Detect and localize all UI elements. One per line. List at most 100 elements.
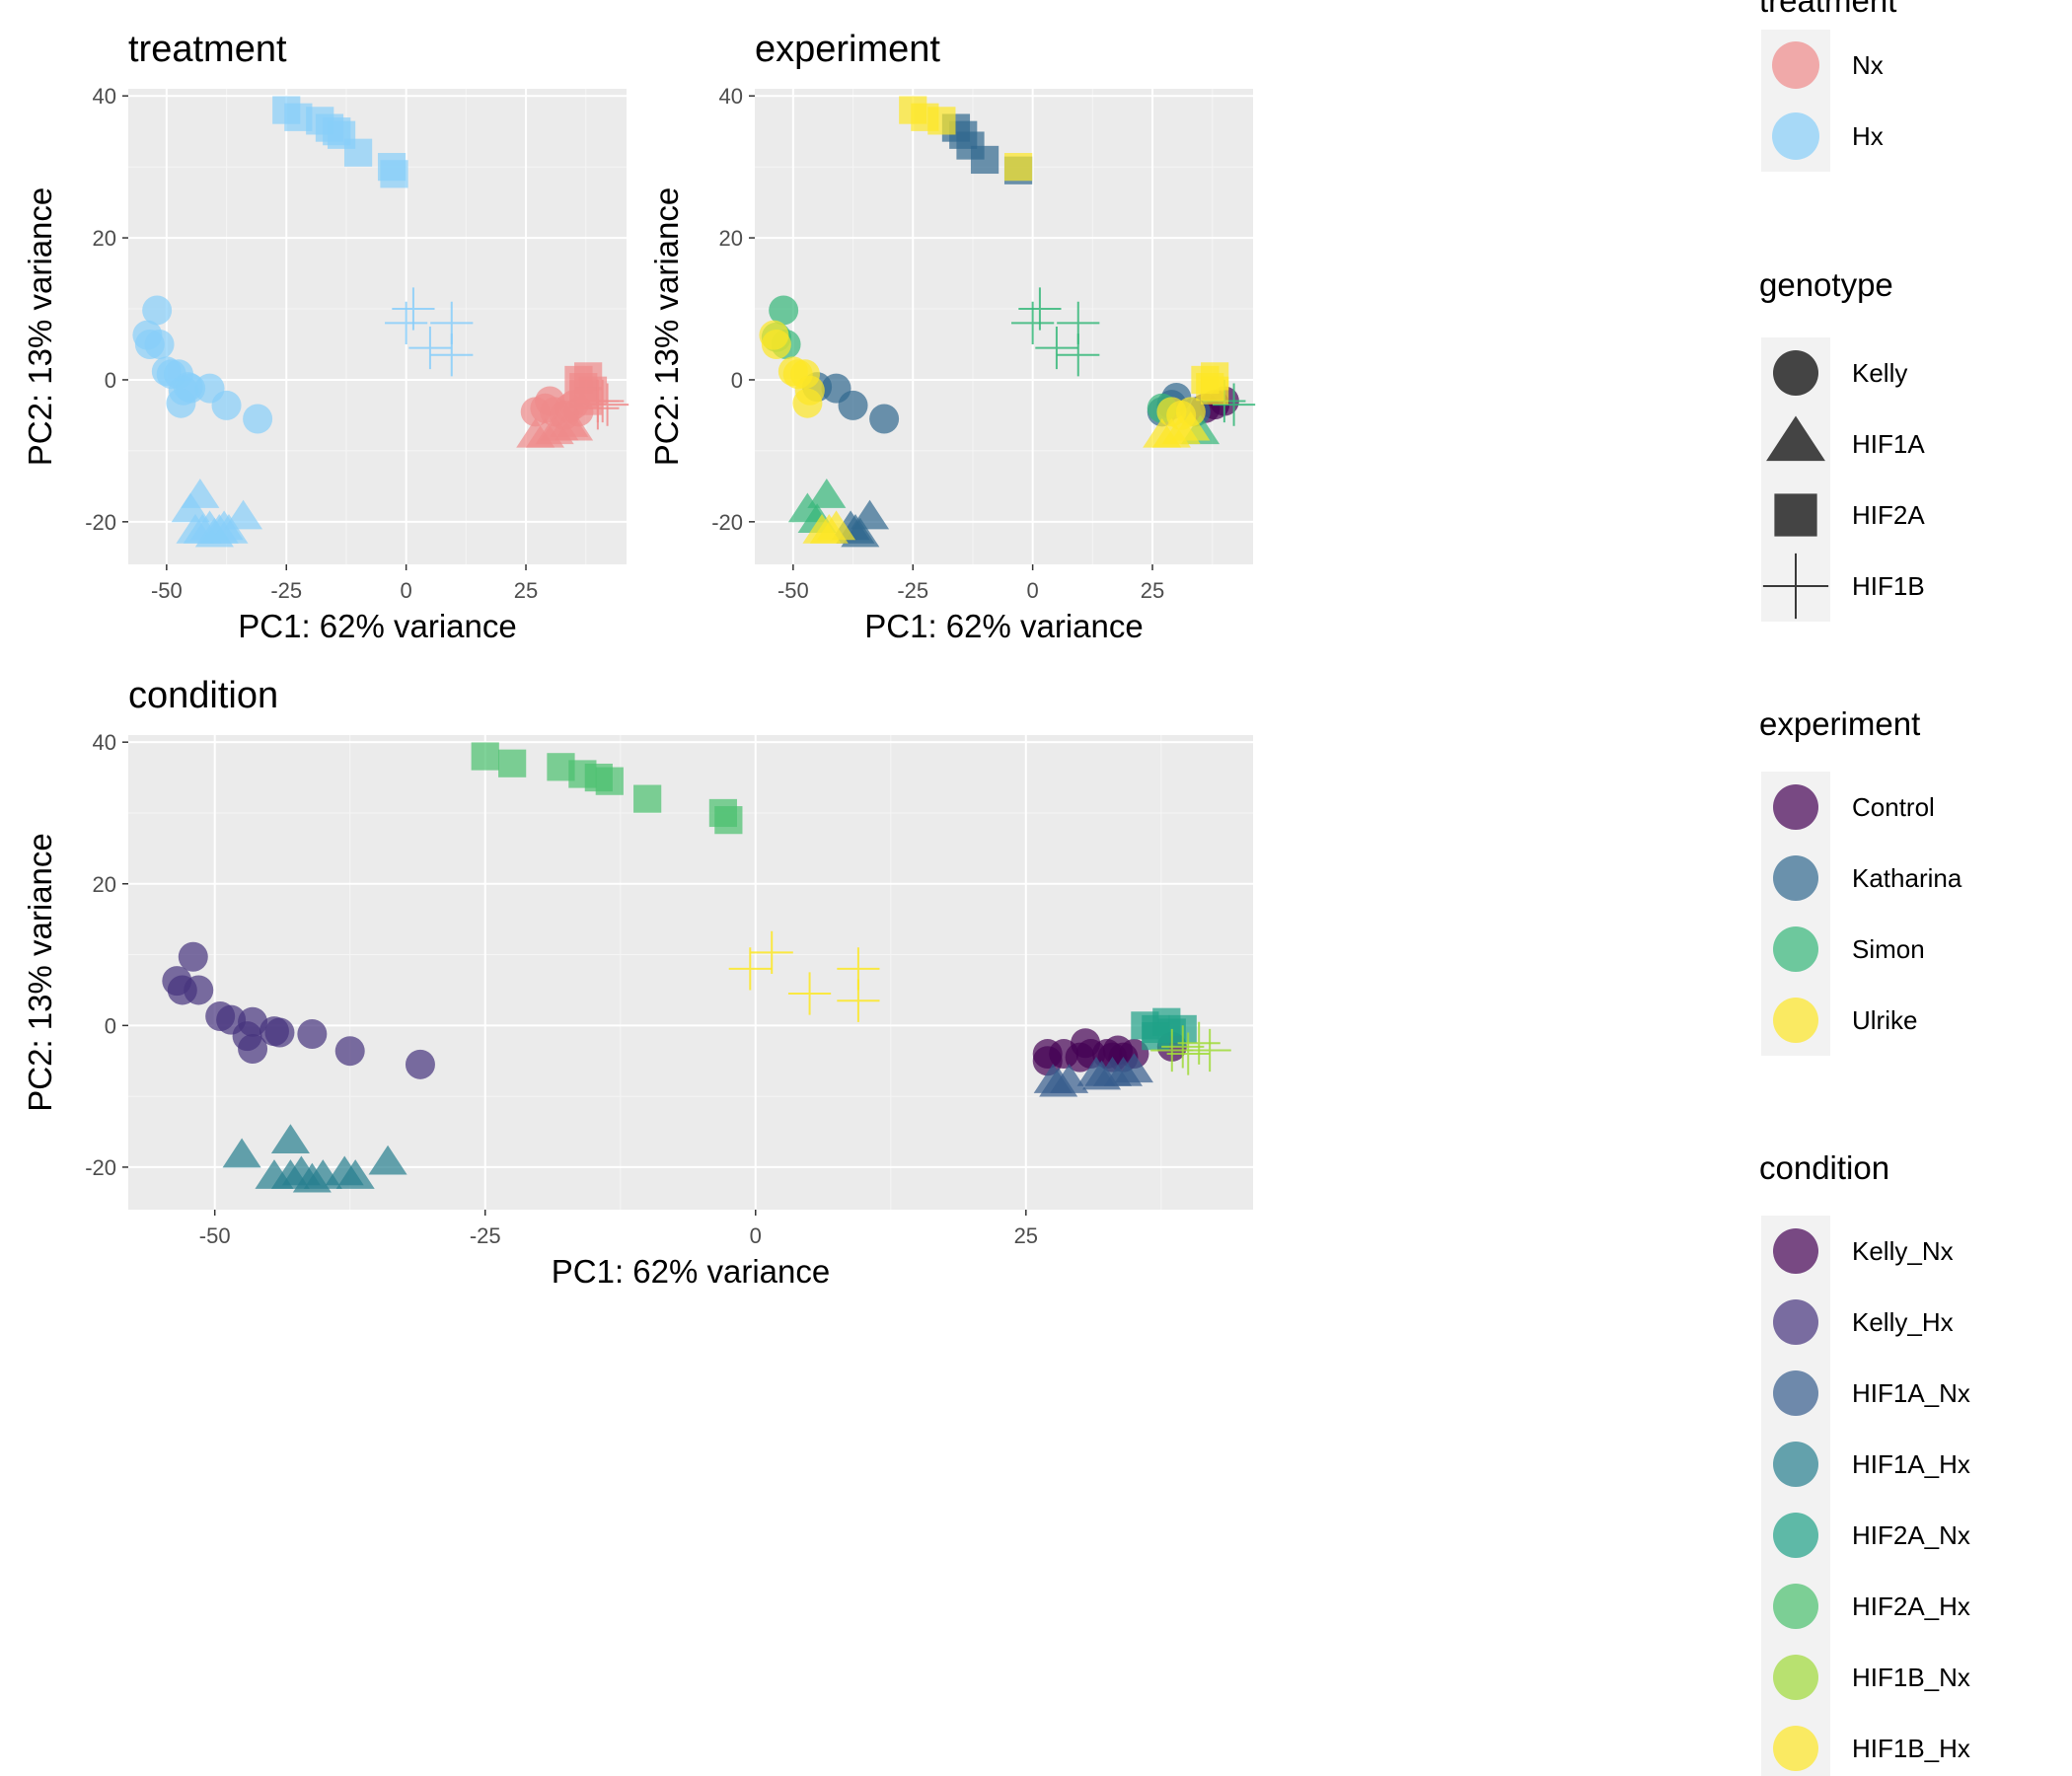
legend-key-hx [1772, 112, 1819, 160]
point-ulrike [927, 107, 956, 135]
legend-label: Katharina [1852, 863, 1962, 893]
point-simon [769, 295, 799, 326]
point-hif2a-hx [714, 806, 743, 835]
point-hx [430, 333, 474, 377]
point-katharina [838, 390, 868, 420]
panel-title: experiment [755, 29, 940, 70]
point-kelly-hx [184, 975, 214, 1005]
point-hx [181, 479, 220, 508]
legend-key-kelly [1773, 350, 1818, 396]
point-hx [243, 404, 273, 434]
x-tick-label: 25 [1014, 1223, 1038, 1248]
point-kelly-hx [178, 941, 208, 972]
legend-title: treatment [1759, 0, 1896, 19]
legend-label: HIF1B_Nx [1852, 1663, 1970, 1692]
point-hif1b-nx [1150, 1028, 1194, 1073]
point-katharina [869, 404, 900, 434]
y-tick-label: 0 [105, 368, 116, 393]
legend-key-hif1a-hx [1773, 1442, 1818, 1487]
x-tick-label: -25 [470, 1223, 501, 1248]
x-tick-label: -25 [270, 578, 302, 603]
legend-condition: condition Kelly_Nx Kelly_Hx HIF1A_Nx HIF1A_H… [1759, 1149, 1970, 1776]
legend-key-hif2a [1774, 493, 1817, 537]
panel-experiment: -50 -25 0 25 -20 0 20 40 experiment PC1: 62% vari… [648, 29, 1256, 644]
x-tick-label: 25 [514, 578, 538, 603]
y-tick-label: 20 [719, 226, 743, 251]
legend-key-simon [1773, 926, 1818, 972]
point-hx [144, 329, 175, 359]
y-tick-label: 40 [93, 84, 116, 109]
point-simon [1035, 326, 1078, 370]
point-hif1b-hx [837, 979, 880, 1022]
panel-condition: -50 -25 0 25 -20 0 20 40 condition PC1: 62% varia… [22, 675, 1253, 1290]
legend-label: Hx [1852, 121, 1884, 151]
x-tick-label: -25 [897, 578, 928, 603]
legend-label: Nx [1852, 50, 1884, 80]
panel-title: treatment [128, 29, 287, 70]
x-axis-title: PC1: 62% variance [238, 608, 516, 644]
legend-label: HIF1B_Hx [1852, 1734, 1970, 1763]
point-hx [408, 326, 452, 370]
point-nx [581, 379, 625, 423]
point-ulrike [817, 510, 856, 541]
x-axis-title: PC1: 62% variance [552, 1253, 830, 1290]
legend-key-hif1a [1766, 415, 1825, 462]
y-axis-title: PC2: 13% variance [22, 187, 58, 466]
legend-key-ulrike [1773, 998, 1818, 1043]
point-ulrike [792, 388, 823, 418]
point-kelly-hx [405, 1049, 435, 1079]
legend-key-hif1b [1762, 553, 1829, 620]
x-tick-label: 0 [1027, 578, 1039, 603]
legend-key-katharina [1773, 855, 1818, 901]
legend-label: HIF2A_Nx [1852, 1520, 1970, 1550]
legend-treatment: treatment Nx Hx [1759, 0, 1896, 172]
x-tick-label: 0 [401, 578, 412, 603]
point-simon [1057, 333, 1100, 377]
legend-key-hif2a-hx [1773, 1584, 1818, 1629]
y-tick-label: -20 [85, 510, 116, 535]
legend-genotype: genotype Kelly HIF1A HIF2A HIF1B [1759, 266, 1925, 622]
point-hif2a-hx [595, 767, 624, 795]
legend-label: HIF1A_Hx [1852, 1449, 1970, 1479]
legend-label: Simon [1852, 934, 1925, 964]
y-tick-label: -20 [711, 510, 743, 535]
legend-label: Control [1852, 792, 1935, 822]
point-katharina [970, 145, 999, 175]
legend-label: Kelly [1852, 358, 1907, 388]
point-ulrike [1171, 410, 1211, 441]
point-ulrike [1003, 153, 1033, 182]
legend-key-kelly-nx [1773, 1228, 1818, 1274]
point-hx [166, 388, 196, 418]
point-hif2a-hx [498, 749, 527, 777]
x-tick-label: 0 [750, 1223, 762, 1248]
legend-label: HIF1B [1852, 571, 1925, 601]
point-hif1a-hx [270, 1124, 310, 1153]
point-hif1a-hx [368, 1145, 407, 1175]
point-hif1b-hx [750, 930, 793, 974]
point-hif1b-nx [1166, 1032, 1210, 1075]
point-ulrike [1201, 376, 1229, 405]
point-hx [211, 390, 242, 420]
legend-label: Kelly_Hx [1852, 1307, 1954, 1337]
point-nx [535, 386, 565, 416]
legend-label: HIF2A [1852, 500, 1925, 530]
point-hx [224, 499, 263, 530]
point-hif1b-hx [787, 972, 832, 1015]
plot-background [755, 89, 1253, 564]
point-hx [392, 287, 435, 331]
point-hif1a-nx [1114, 1053, 1153, 1083]
legend-experiment: experiment Control Katharina Simon Ulrike [1759, 705, 1962, 1056]
panel-treatment: -50 -25 0 25 -20 0 20 40 treatment PC1: 62% varia… [22, 29, 629, 644]
x-tick-label: -50 [199, 1223, 231, 1248]
y-tick-label: 40 [93, 730, 116, 755]
legend-label: HIF2A_Hx [1852, 1591, 1970, 1621]
plot-background [128, 89, 627, 564]
point-simon [1018, 287, 1062, 331]
legend-title: genotype [1759, 266, 1893, 303]
point-nx [555, 410, 594, 441]
y-tick-label: 40 [719, 84, 743, 109]
point-hif2a-hx [471, 742, 499, 771]
legend-key-hif2a-nx [1773, 1513, 1818, 1558]
panel-title: condition [128, 675, 278, 716]
